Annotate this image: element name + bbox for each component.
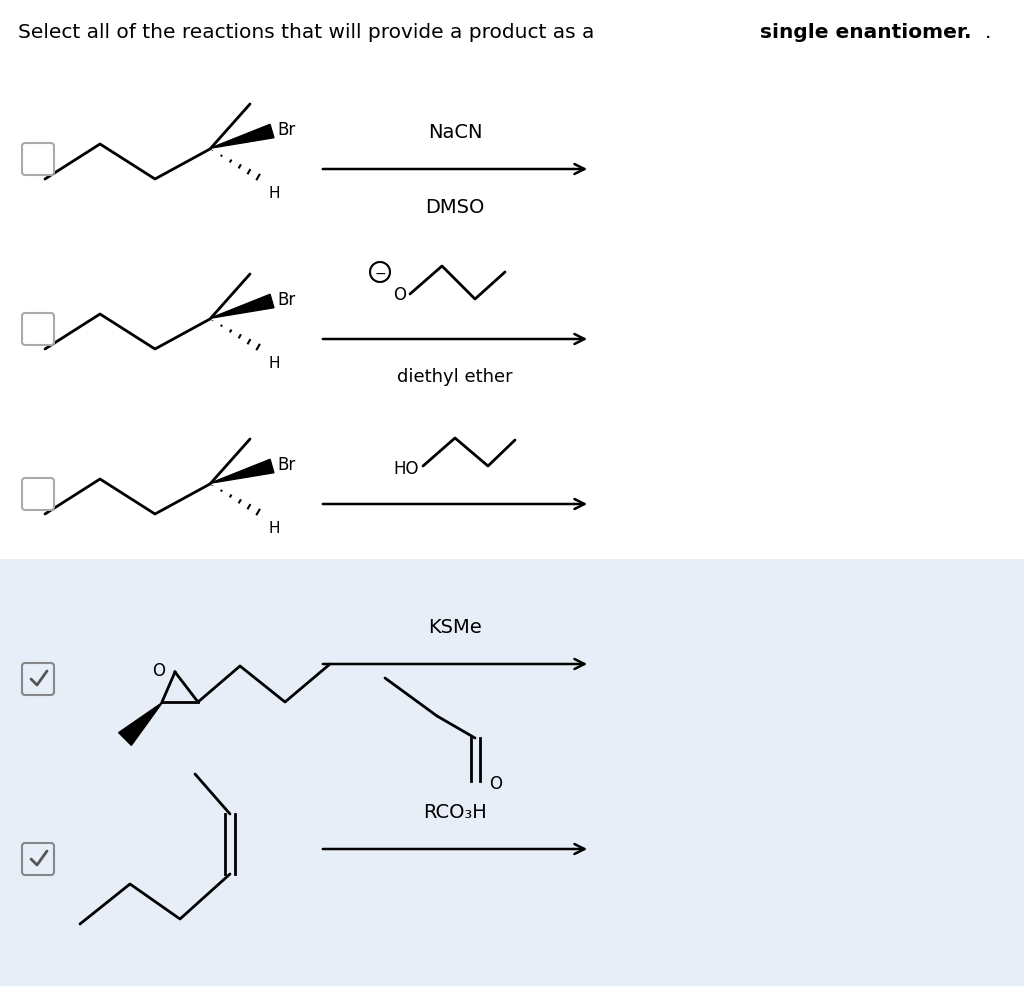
Text: Br: Br: [278, 456, 295, 473]
Text: O: O: [153, 662, 166, 679]
Text: diethyl ether: diethyl ether: [397, 368, 513, 386]
Text: H: H: [268, 521, 280, 535]
Text: −: −: [374, 267, 386, 281]
FancyBboxPatch shape: [0, 559, 1024, 986]
Text: NaCN: NaCN: [428, 123, 482, 142]
Text: H: H: [268, 185, 280, 201]
FancyBboxPatch shape: [22, 144, 54, 176]
Text: H: H: [268, 356, 280, 371]
Text: .: .: [985, 23, 991, 41]
FancyBboxPatch shape: [22, 478, 54, 511]
Text: Br: Br: [278, 291, 295, 309]
Polygon shape: [210, 295, 274, 319]
Text: O: O: [489, 774, 502, 792]
Text: O: O: [393, 286, 407, 304]
Text: RCO₃H: RCO₃H: [423, 803, 486, 821]
Text: Select all of the reactions that will provide a product as a: Select all of the reactions that will pr…: [18, 23, 601, 41]
Polygon shape: [210, 125, 274, 149]
Text: HO: HO: [393, 459, 419, 477]
Text: KSMe: KSMe: [428, 617, 482, 636]
FancyBboxPatch shape: [22, 664, 54, 695]
Polygon shape: [210, 459, 274, 484]
Polygon shape: [119, 703, 163, 745]
Text: DMSO: DMSO: [425, 198, 484, 217]
Text: Br: Br: [278, 121, 295, 139]
FancyBboxPatch shape: [22, 314, 54, 346]
Text: single enantiomer.: single enantiomer.: [760, 23, 972, 41]
FancyBboxPatch shape: [22, 843, 54, 876]
